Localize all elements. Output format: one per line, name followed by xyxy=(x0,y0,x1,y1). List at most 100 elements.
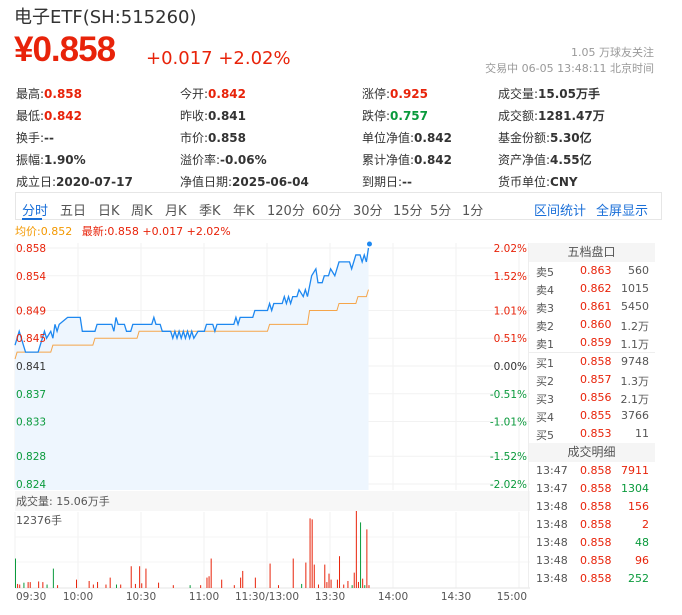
info-item: 成交量:15.05万手 xyxy=(498,85,600,102)
trade-price: 0.858 xyxy=(580,500,612,513)
info-value: CNY xyxy=(550,175,578,189)
volume-bar xyxy=(240,577,242,588)
info-item: 单位净值:0.842 xyxy=(362,129,452,146)
info-label: 最低: xyxy=(16,109,45,123)
level-label: 卖1 xyxy=(536,338,554,351)
trade-row: 13:48 0.858 252 xyxy=(528,570,655,588)
info-label: 今开: xyxy=(180,87,209,101)
info-value: 1281.47万 xyxy=(538,109,605,123)
level-price: 0.862 xyxy=(580,282,612,295)
pct-tick-label: -0.51% xyxy=(490,389,527,401)
y-tick-label: 0.828 xyxy=(16,451,46,463)
info-value: -0.06% xyxy=(220,153,267,167)
info-label: 净值日期: xyxy=(180,175,233,189)
volume-header xyxy=(15,491,530,511)
volume-bar xyxy=(120,584,122,588)
info-label: 最高: xyxy=(16,87,45,101)
info-label: 涨停: xyxy=(362,87,391,101)
volume-bar xyxy=(351,585,353,588)
volume-bar xyxy=(347,580,349,588)
volume-bar xyxy=(254,577,256,588)
info-value: 0.925 xyxy=(390,87,429,101)
volume-bar xyxy=(317,584,319,588)
order-book-row: 卖1 0.859 1.1万 xyxy=(528,334,655,352)
tab-11[interactable]: 5分 xyxy=(430,204,452,219)
fullscreen-link[interactable]: 全屏显示 xyxy=(596,204,649,219)
volume-bar xyxy=(278,585,279,588)
info-item: 溢价率:-0.06% xyxy=(180,151,267,168)
volume-bar xyxy=(355,511,357,588)
tab-12[interactable]: 1分 xyxy=(462,204,484,219)
trades-header: 成交明细 xyxy=(528,443,655,462)
level-volume: 2.1万 xyxy=(620,393,650,406)
level-price: 0.860 xyxy=(580,318,612,331)
avg-price-legend: 均价:0.852 xyxy=(15,225,73,238)
x-tick-label: 13:30 xyxy=(315,591,345,603)
info-label: 单位净值: xyxy=(362,131,415,145)
tab-1[interactable]: 五日 xyxy=(60,204,87,219)
volume-bar xyxy=(210,558,212,588)
volume-bar xyxy=(326,582,328,588)
level-price: 0.858 xyxy=(580,355,612,368)
trade-volume: 48 xyxy=(635,536,649,549)
volume-bar xyxy=(141,583,143,588)
info-label: 货币单位: xyxy=(498,175,551,189)
tab-8[interactable]: 60分 xyxy=(312,204,342,219)
info-label: 成立日: xyxy=(16,175,57,189)
pct-tick-label: 1.01% xyxy=(494,305,527,317)
volume-bar xyxy=(309,518,311,588)
tab-7[interactable]: 120分 xyxy=(267,204,305,219)
volume-bar xyxy=(269,563,271,588)
volume-bar xyxy=(221,579,223,588)
level-label: 买2 xyxy=(536,375,554,388)
level-volume: 3766 xyxy=(621,409,649,422)
level-volume: 560 xyxy=(628,264,649,277)
trade-row: 13:48 0.858 48 xyxy=(528,534,655,552)
trade-price: 0.858 xyxy=(580,464,612,477)
tab-2[interactable]: 日K xyxy=(98,204,120,219)
level-label: 买1 xyxy=(536,357,554,370)
tab-3[interactable]: 周K xyxy=(131,204,153,219)
volume-bar xyxy=(360,522,362,588)
volume-bar xyxy=(200,585,202,588)
pct-tick-label: -2.02% xyxy=(490,479,527,491)
range-stats-link[interactable]: 区间统计 xyxy=(534,204,587,219)
tab-5[interactable]: 季K xyxy=(199,204,221,219)
level-price: 0.853 xyxy=(580,427,612,440)
volume-bar xyxy=(19,584,21,588)
info-item: 到期日:-- xyxy=(362,173,412,190)
tab-10[interactable]: 15分 xyxy=(393,204,423,219)
volume-bar xyxy=(109,577,111,588)
volume-bar xyxy=(105,584,107,588)
trade-price: 0.858 xyxy=(580,518,612,531)
volume-bar xyxy=(305,562,307,588)
y-tick-label: 0.824 xyxy=(16,479,46,491)
info-item: 最低:0.842 xyxy=(16,107,82,124)
info-label: 累计净值: xyxy=(362,153,415,167)
tab-6[interactable]: 年K xyxy=(233,204,255,219)
info-label: 成交额: xyxy=(498,109,539,123)
tab-9[interactable]: 30分 xyxy=(353,204,383,219)
tab-0[interactable]: 分时 xyxy=(22,204,49,219)
volume-bar xyxy=(336,579,338,588)
latest-price-legend: 最新:0.858 +0.017 +2.02% xyxy=(81,225,231,238)
info-value: 0.842 xyxy=(414,131,453,145)
pct-tick-label: 0.51% xyxy=(494,333,527,345)
volume-bar xyxy=(42,582,44,588)
info-item: 货币单位:CNY xyxy=(498,173,578,190)
info-label: 振幅: xyxy=(16,153,45,167)
volume-bar xyxy=(330,579,332,588)
level-label: 买4 xyxy=(536,411,554,424)
level-price: 0.863 xyxy=(580,264,612,277)
trade-time: 13:48 xyxy=(536,518,568,531)
level-volume: 1.2万 xyxy=(620,320,650,333)
level-label: 买5 xyxy=(536,429,554,442)
trade-row: 13:48 0.858 156 xyxy=(528,498,655,516)
tab-4[interactable]: 月K xyxy=(165,204,187,219)
x-tick-label: 10:30 xyxy=(126,591,156,603)
level-volume: 9748 xyxy=(621,355,649,368)
order-book-row: 卖5 0.863 560 xyxy=(528,262,655,280)
volume-bar xyxy=(324,564,326,588)
level-volume: 1.3万 xyxy=(620,375,650,388)
